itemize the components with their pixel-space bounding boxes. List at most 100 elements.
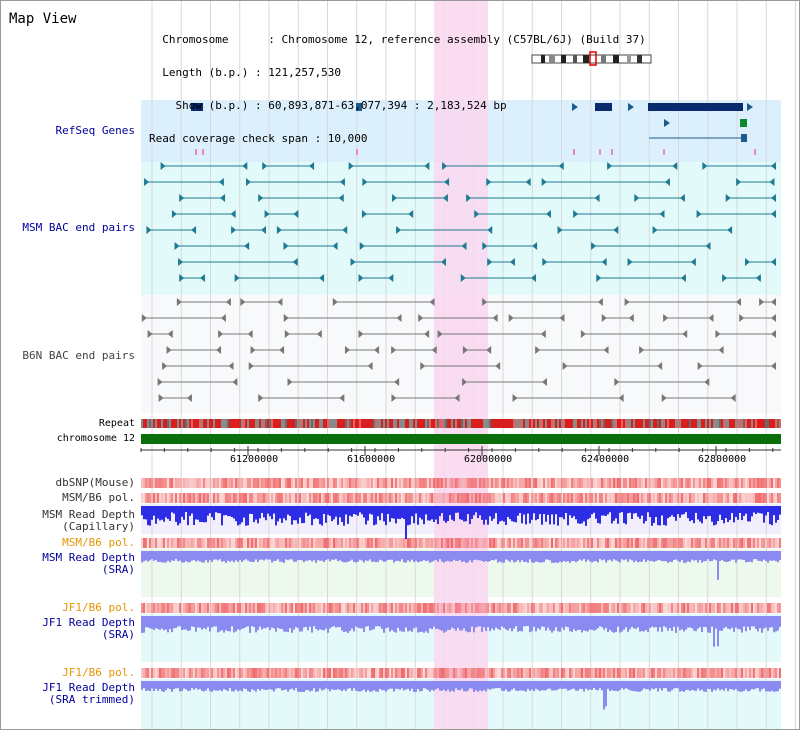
repeat-element bbox=[377, 419, 379, 428]
jf1-b6-pol-2-cell bbox=[379, 668, 381, 678]
msm-sra-depth-bar bbox=[675, 551, 677, 560]
msm-b6-pol-2-cell bbox=[443, 538, 445, 548]
msm-bac-pair-end bbox=[530, 274, 536, 282]
jf1-sra-depth-bar bbox=[757, 616, 759, 632]
repeat-element bbox=[573, 419, 575, 428]
jf1-trim-depth-bar bbox=[687, 681, 689, 690]
dbsnp-cell bbox=[417, 478, 419, 488]
jf1-b6-pol-2-cell bbox=[629, 668, 631, 678]
jf1-trim-depth-bar bbox=[255, 681, 257, 692]
jf1-sra-depth-bar bbox=[393, 616, 395, 632]
msm-b6-pol-cell bbox=[339, 493, 341, 503]
msm-b6-pol-cell bbox=[255, 493, 257, 503]
jf1-sra-depth-bar bbox=[483, 616, 485, 628]
jf1-b6-pol-2-cell bbox=[553, 668, 555, 678]
dbsnp-cell bbox=[655, 478, 657, 488]
jf1-sra-depth-bar bbox=[205, 616, 207, 630]
b6n-bac-pair-end bbox=[279, 346, 285, 354]
msm-bac-pair-end bbox=[191, 226, 197, 234]
jf1-sra-depth-bar bbox=[381, 616, 383, 629]
msm-b6-pol-cell bbox=[703, 493, 705, 503]
msm-b6-pol-2-cell bbox=[751, 538, 753, 548]
jf1-trim-depth-bar bbox=[555, 681, 557, 691]
dbsnp-cell bbox=[195, 478, 197, 488]
msm-capillary-depth-bar bbox=[651, 506, 653, 526]
msm-sra-depth-bar bbox=[629, 551, 631, 560]
msm-b6-pol-2-cell bbox=[649, 538, 651, 548]
dbsnp-cell bbox=[567, 478, 569, 488]
jf1-b6-pol-cell bbox=[693, 603, 695, 613]
repeat-element bbox=[183, 419, 185, 428]
msm-capillary-depth-bar bbox=[333, 506, 335, 520]
track-label-refseq-genes[interactable]: RefSeq Genes bbox=[55, 124, 135, 137]
dbsnp-cell bbox=[245, 478, 247, 488]
msm-b6-pol-cell bbox=[147, 493, 149, 503]
jf1-b6-pol-2-cell bbox=[213, 668, 215, 678]
dbsnp-cell bbox=[701, 478, 703, 488]
jf1-sra-depth-bar bbox=[575, 616, 577, 632]
jf1-b6-pol-cell bbox=[529, 603, 531, 613]
repeat-element bbox=[657, 419, 659, 428]
dbsnp-cell bbox=[405, 478, 407, 488]
jf1-b6-pol-cell bbox=[211, 603, 213, 613]
jf1-sra-depth-bar bbox=[189, 616, 191, 631]
jf1-trim-depth-bar bbox=[347, 681, 349, 689]
msm-b6-pol-2-cell bbox=[339, 538, 341, 548]
msm-capillary-depth-bar bbox=[197, 506, 199, 520]
track-label-msm-bac[interactable]: MSM BAC end pairs bbox=[22, 221, 135, 234]
jf1-sra-depth-bar bbox=[603, 616, 605, 630]
msm-capillary-depth-bar bbox=[309, 506, 311, 515]
msm-capillary-depth-bar bbox=[369, 506, 371, 514]
jf1-sra-depth-bar bbox=[233, 616, 235, 633]
jf1-b6-pol-2-cell bbox=[599, 668, 601, 678]
msm-sra-depth-bar bbox=[241, 551, 243, 562]
msm-capillary-depth-bar bbox=[215, 506, 217, 513]
msm-b6-pol-cell bbox=[161, 493, 163, 503]
jf1-b6-pol-cell bbox=[551, 603, 553, 613]
msm-bac-pair-end bbox=[246, 178, 252, 186]
repeat-element bbox=[337, 419, 339, 428]
jf1-trim-depth-bar bbox=[681, 681, 683, 691]
jf1-sra-depth-bar bbox=[301, 616, 303, 632]
msm-capillary-depth-bar bbox=[461, 506, 463, 520]
msm-capillary-depth-bar bbox=[223, 506, 225, 516]
track-label-b6n-bac[interactable]: B6N BAC end pairs bbox=[22, 349, 135, 362]
msm-capillary-depth-bar bbox=[423, 506, 425, 525]
msm-bac-pair-end bbox=[424, 162, 430, 170]
jf1-b6-pol-cell bbox=[415, 603, 417, 613]
jf1-trim-depth-bar bbox=[711, 681, 713, 692]
dbsnp-cell bbox=[673, 478, 675, 488]
msm-bac-pair-end bbox=[262, 162, 268, 170]
repeat-element bbox=[581, 419, 583, 428]
jf1-sra-depth-bar bbox=[259, 616, 261, 627]
msm-b6-pol-cell bbox=[375, 493, 377, 503]
msm-b6-pol-cell bbox=[171, 493, 173, 503]
msm-sra-depth-bar bbox=[439, 551, 441, 560]
msm-b6-pol-cell bbox=[251, 493, 253, 503]
msm-sra-depth-bar bbox=[367, 551, 369, 562]
jf1-sra-depth-bar bbox=[709, 616, 711, 633]
msm-sra-depth-bar bbox=[617, 551, 619, 562]
dbsnp-cell bbox=[235, 478, 237, 488]
repeat-element bbox=[705, 419, 707, 428]
jf1-b6-pol-cell bbox=[141, 603, 143, 613]
msm-b6-pol-cell bbox=[283, 493, 285, 503]
jf1-b6-pol-2-cell bbox=[445, 668, 447, 678]
dbsnp-cell bbox=[729, 478, 731, 488]
jf1-trim-depth-bar bbox=[181, 681, 183, 691]
jf1-b6-pol-cell bbox=[215, 603, 217, 613]
msm-capillary-depth-bar bbox=[601, 506, 603, 516]
jf1-sra-depth-bar bbox=[149, 616, 151, 629]
jf1-b6-pol-2-cell bbox=[619, 668, 621, 678]
dbsnp-cell bbox=[391, 478, 393, 488]
jf1-b6-pol-2-cell bbox=[365, 668, 367, 678]
msm-b6-pol-2-cell bbox=[473, 538, 475, 548]
msm-b6-pol-cell bbox=[313, 493, 315, 503]
jf1-trim-depth-bar bbox=[217, 681, 219, 691]
dbsnp-cell bbox=[471, 478, 473, 488]
jf1-b6-pol-2-cell bbox=[161, 668, 163, 678]
jf1-sra-depth-bar bbox=[557, 616, 559, 632]
msm-b6-pol-cell bbox=[425, 493, 427, 503]
repeat-element bbox=[371, 419, 373, 428]
